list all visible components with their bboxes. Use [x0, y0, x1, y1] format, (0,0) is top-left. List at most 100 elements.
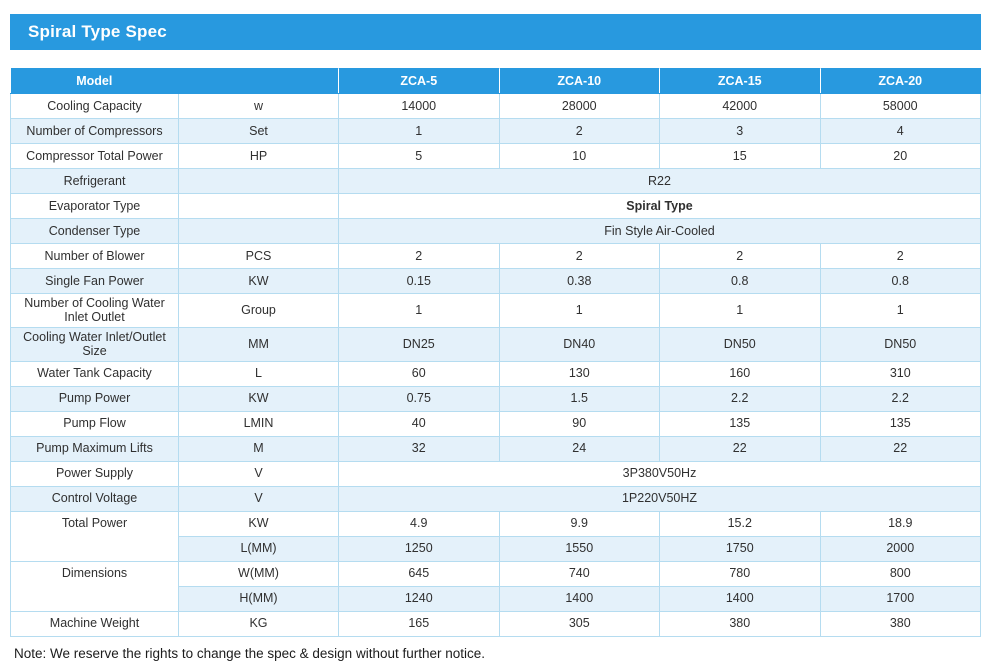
row-label: Water Tank Capacity [10, 360, 179, 387]
table-row: Pump Power KW 0.75 1.5 2.2 2.2 [10, 385, 981, 412]
value-cell: 1400 [498, 585, 660, 612]
unit-cell: KW [178, 268, 339, 294]
value-cell: 40 [338, 410, 500, 437]
value-cell: DN50 [659, 326, 821, 362]
value-cell: 1 [659, 293, 821, 328]
unit-cell [178, 168, 339, 194]
unit-cell: MM [178, 326, 339, 362]
row-label: Dimensions [10, 560, 179, 612]
value-cell: 2 [498, 118, 660, 144]
value-cell: 32 [338, 435, 500, 462]
row-label: Pump Flow [10, 410, 179, 437]
value-cell: 28000 [498, 93, 660, 119]
value-cell: 135 [819, 410, 981, 437]
column-header-zca-15: ZCA-15 [659, 68, 821, 94]
value-cell: 0.8 [659, 268, 821, 294]
merged-value-cell: Fin Style Air-Cooled [338, 218, 981, 244]
value-cell: 90 [498, 410, 660, 437]
row-label: Control Voltage [10, 485, 179, 512]
value-cell: 380 [819, 610, 981, 637]
column-header-unit-spacer [178, 68, 339, 94]
unit-cell: V [178, 460, 339, 487]
value-cell: 1 [498, 293, 660, 328]
table-row: H(MM) 1240 1400 1400 1700 [11, 585, 981, 612]
row-label: Power Supply [10, 460, 179, 487]
row-label: Cooling Water Inlet/Outlet Size [10, 326, 179, 362]
value-cell: 1240 [338, 585, 500, 612]
value-cell: 4.9 [338, 510, 500, 537]
table-row: Power Supply V 3P380V50Hz [10, 460, 981, 487]
unit-cell: L(MM) [178, 535, 339, 562]
merged-value-cell: Spiral Type [338, 193, 981, 219]
merged-value-cell: 1P220V50HZ [338, 485, 981, 512]
row-label: Pump Power [10, 385, 179, 412]
value-cell: 165 [338, 610, 500, 637]
value-cell: 1 [819, 293, 981, 328]
value-cell: 22 [819, 435, 981, 462]
row-label: Single Fan Power [10, 268, 179, 294]
value-cell: 2 [659, 243, 821, 269]
unit-cell: w [178, 93, 339, 119]
value-cell: 10 [498, 143, 660, 169]
column-header-model: Model [10, 68, 179, 94]
row-label: Condenser Type [10, 218, 179, 244]
value-cell: 305 [498, 610, 660, 637]
value-cell: 60 [338, 360, 500, 387]
value-cell: 1.5 [498, 385, 660, 412]
column-header-zca-5: ZCA-5 [338, 68, 500, 94]
unit-cell: L [178, 360, 339, 387]
page-title: Spiral Type Spec [28, 22, 167, 41]
table-row: Machine Weight KG 165 305 380 380 [10, 610, 981, 637]
unit-cell: H(MM) [178, 585, 339, 612]
value-cell: 2 [498, 243, 660, 269]
table-row: Compressor Total Power HP 5 10 15 20 [10, 143, 981, 169]
table-row: L(MM) 1250 1550 1750 2000 [11, 535, 981, 562]
value-cell: 15.2 [659, 510, 821, 537]
table-row: Pump Maximum Lifts M 32 24 22 22 [10, 435, 981, 462]
row-label: Number of Cooling Water Inlet Outlet [10, 293, 179, 328]
value-cell: DN40 [498, 326, 660, 362]
unit-cell: W(MM) [178, 560, 339, 587]
row-label: Evaporator Type [10, 193, 179, 219]
table-row: Cooling Capacity w 14000 28000 42000 580… [10, 93, 981, 119]
value-cell: 135 [659, 410, 821, 437]
unit-cell: V [178, 485, 339, 512]
value-cell: 780 [659, 560, 821, 587]
value-cell: 0.15 [338, 268, 500, 294]
value-cell: 1750 [659, 535, 821, 562]
row-label: Machine Weight [10, 610, 179, 637]
value-cell: 645 [338, 560, 500, 587]
value-cell: 15 [659, 143, 821, 169]
table-row: Single Fan Power KW 0.15 0.38 0.8 0.8 [10, 268, 981, 294]
value-cell: 2000 [819, 535, 981, 562]
value-cell: 3 [659, 118, 821, 144]
table-row: Refrigerant R22 [10, 168, 981, 194]
title-bar: Spiral Type Spec [10, 14, 981, 50]
column-header-zca-20: ZCA-20 [820, 68, 981, 94]
value-cell: 800 [819, 560, 981, 587]
table-row: Number of Compressors Set 1 2 3 4 [10, 118, 981, 144]
table-row: Number of Cooling Water Inlet Outlet Gro… [10, 293, 981, 328]
value-cell: 2 [819, 243, 981, 269]
spec-table: Model ZCA-5 ZCA-10 ZCA-15 ZCA-20 Cooling… [10, 68, 981, 637]
value-cell: DN50 [819, 326, 981, 362]
unit-cell: PCS [178, 243, 339, 269]
value-cell: 2.2 [659, 385, 821, 412]
value-cell: 0.8 [819, 268, 981, 294]
unit-cell: Set [178, 118, 339, 144]
value-cell: 740 [498, 560, 660, 587]
unit-cell: M [178, 435, 339, 462]
value-cell: 20 [819, 143, 981, 169]
value-cell: 1 [338, 293, 500, 328]
value-cell: 1550 [498, 535, 660, 562]
unit-cell: HP [178, 143, 339, 169]
value-cell: 2 [338, 243, 500, 269]
value-cell: 22 [659, 435, 821, 462]
value-cell: 58000 [819, 93, 981, 119]
table-row: Number of Blower PCS 2 2 2 2 [10, 243, 981, 269]
table-row: Dimensions W(MM) 645 740 780 800 [10, 560, 981, 612]
value-cell: 1 [338, 118, 500, 144]
column-header-zca-10: ZCA-10 [499, 68, 660, 94]
value-cell: 0.38 [498, 268, 660, 294]
value-cell: 24 [498, 435, 660, 462]
